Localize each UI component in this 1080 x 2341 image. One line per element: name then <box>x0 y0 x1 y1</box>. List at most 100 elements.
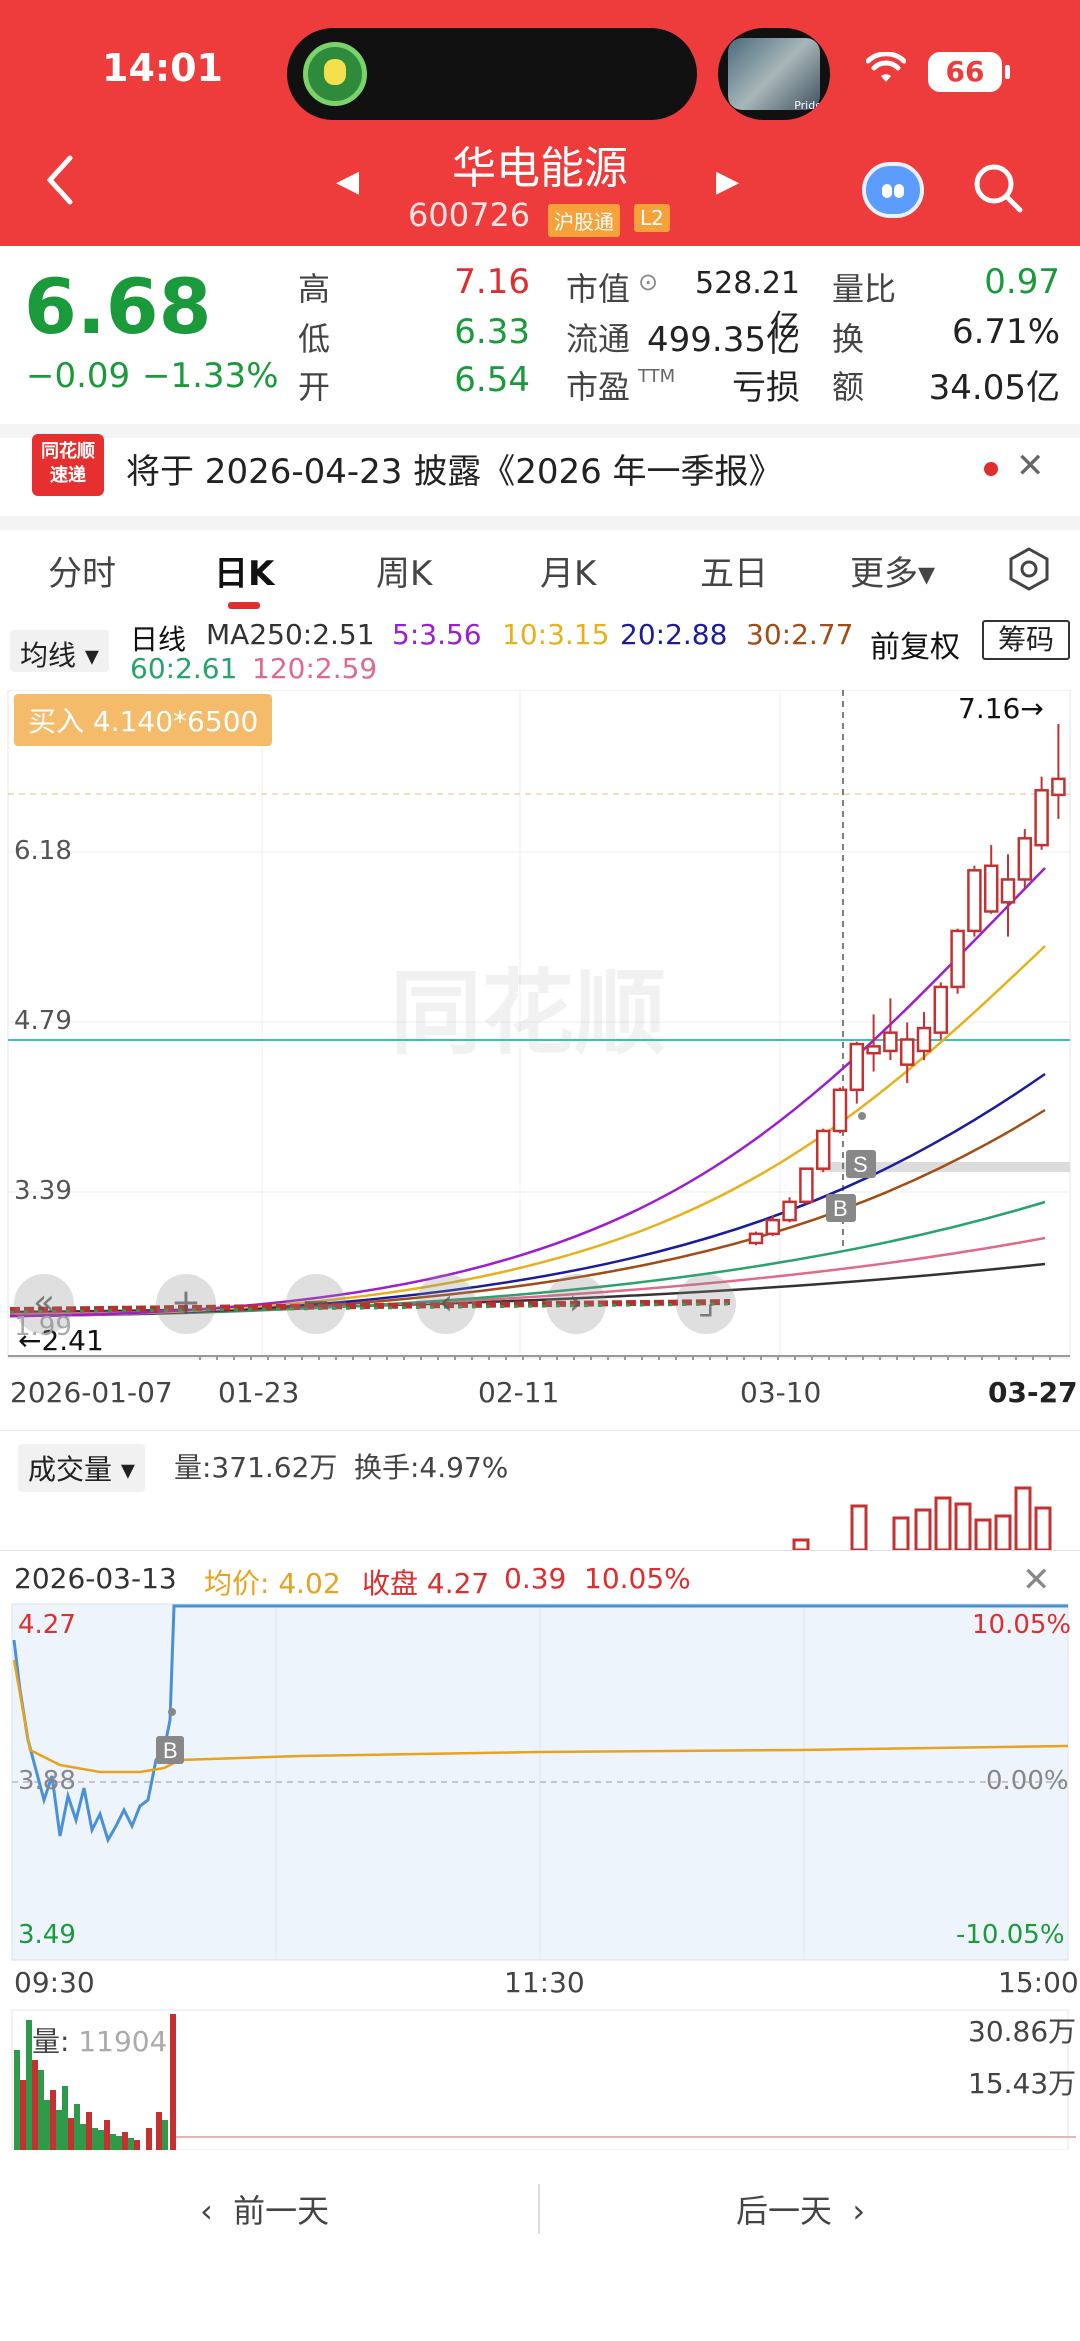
intraday-volume-value: 11904 <box>78 2025 168 2058</box>
current-price: 6.68 <box>24 262 212 351</box>
back-button[interactable] <box>40 150 100 220</box>
volume-turnover: 换手:4.97% <box>354 1451 509 1484</box>
candle-body <box>782 1200 797 1222</box>
section-divider <box>0 516 1080 530</box>
ma-selector-dropdown[interactable]: 均线 ▾ <box>10 630 109 672</box>
tab-monthly-k[interactable]: 月K <box>540 554 597 594</box>
zoom-out-far-icon[interactable]: « <box>14 1274 74 1334</box>
high-label: 高 <box>298 270 331 308</box>
info-circle-icon[interactable]: ⊙ <box>638 268 659 296</box>
ma30-label: 30:2.77 <box>746 618 854 651</box>
kline-chart[interactable]: 同花顺 B S <box>0 690 1080 1360</box>
volume-panel <box>0 1430 1080 1548</box>
period-high-marker: 7.16→ <box>958 692 1044 725</box>
tab-intraday[interactable]: 分时 <box>48 554 116 594</box>
intraday-close: 收盘 4.27 <box>362 1567 490 1600</box>
active-tab-indicator <box>228 602 260 609</box>
candle-body <box>916 1026 932 1053</box>
next-day-label: 后一天 <box>736 2192 833 2230</box>
chart-settings-icon[interactable] <box>1006 546 1052 592</box>
intraday-chart[interactable]: B <box>0 1600 1080 2150</box>
now-playing-thumbnail: Pride <box>718 28 830 120</box>
grid-lines <box>8 690 1070 1358</box>
cost-line-band <box>820 1162 1070 1172</box>
x-date-3: 02-11 <box>478 1376 560 1409</box>
volume-indicator-dropdown[interactable]: 成交量 ▾ <box>18 1444 145 1492</box>
stock-code: 600726 <box>408 196 531 234</box>
notice-logo-bottom: 速递 <box>50 465 86 486</box>
adjust-mode-label[interactable]: 前复权 <box>870 630 960 665</box>
tab-weekly-k[interactable]: 周K <box>376 554 433 594</box>
ma10-label: 10:3.15 <box>502 618 610 651</box>
intraday-mid-price: 3.88 <box>18 1766 76 1796</box>
notice-logo: 同花顺 速递 <box>32 434 104 496</box>
zoom-in-icon[interactable]: + <box>156 1274 216 1334</box>
amount-value: 34.05亿 <box>928 368 1060 408</box>
search-icon[interactable] <box>972 162 1024 214</box>
candle-body <box>866 1045 881 1055</box>
vol-ratio-label: 量比 <box>832 270 897 308</box>
time-open: 09:30 <box>14 1966 95 1999</box>
bottom-nav <box>0 2150 1080 2341</box>
reset-view-icon[interactable]: ⌟ <box>676 1274 736 1334</box>
ma5-label: 5:3.56 <box>392 618 482 651</box>
tab-five-day[interactable]: 五日 <box>700 554 768 594</box>
battery-icon: 66 <box>928 52 1010 92</box>
intraday-top-price: 4.27 <box>18 1610 76 1640</box>
intraday-date: 2026-03-13 <box>14 1562 177 1595</box>
x-axis-minor-ticks <box>199 1356 1051 1360</box>
turnover-value: 6.71% <box>951 312 1060 352</box>
period-low-marker: ←2.41 <box>18 1324 104 1357</box>
candle-body <box>1034 789 1049 847</box>
notice-text[interactable]: 将于 2026-04-23 披露《2026 年一季报》 <box>126 452 783 492</box>
intraday-avg: 均价: 4.02 <box>204 1567 341 1600</box>
period-label: 日线 <box>130 623 187 656</box>
sell-marker: S <box>853 1152 868 1177</box>
notice-bar[interactable] <box>0 424 1080 514</box>
buy-marker: B <box>833 1196 848 1221</box>
next-stock-arrow-icon[interactable]: ▶ <box>716 164 740 199</box>
candle-body <box>983 864 999 913</box>
turnover-label: 换 <box>832 320 865 358</box>
level-tag: L2 <box>634 204 670 232</box>
assistant-robot-icon[interactable] <box>862 162 924 218</box>
y-tick-2: 4.79 <box>14 1006 72 1036</box>
ma20-label: 20:2.88 <box>620 618 728 651</box>
header-bar: 14:01 Pride 66 ◀ 华电能源 ▶ 600726 沪股通 L2 <box>0 0 1080 246</box>
zoom-out-icon[interactable]: − <box>286 1274 346 1334</box>
candle-body <box>967 869 982 933</box>
x-date-1: 2026-01-07 <box>10 1376 173 1409</box>
vol-ratio-value: 0.97 <box>984 262 1060 302</box>
scroll-right-icon[interactable]: › <box>546 1274 606 1334</box>
candlesticks <box>748 724 1066 1246</box>
price-change: −0.09 <box>26 356 131 396</box>
close-notice-icon[interactable]: ✕ <box>1016 446 1045 486</box>
candle-body <box>799 1167 814 1204</box>
scroll-left-icon[interactable]: ‹ <box>416 1274 476 1334</box>
open-value: 6.54 <box>454 360 530 400</box>
market-tag: 沪股通 <box>548 204 620 237</box>
ma-line <box>9 867 1046 1318</box>
prev-stock-arrow-icon[interactable]: ◀ <box>336 164 360 199</box>
unread-dot-icon <box>984 462 998 476</box>
volume-bars <box>792 1486 1052 1550</box>
candle-body <box>933 985 949 1034</box>
next-day-button[interactable]: 后一天 › <box>736 2192 866 2230</box>
candle-body <box>1017 837 1033 881</box>
candle-body <box>832 1088 848 1133</box>
time-mid: 11:30 <box>504 1966 585 1999</box>
prev-day-button[interactable]: ‹ 前一天 <box>200 2192 330 2230</box>
intraday-pct: 10.05% <box>584 1562 691 1595</box>
intraday-vol-mid: 15.43万 <box>968 2067 1077 2100</box>
low-value: 6.33 <box>454 312 530 352</box>
tab-more[interactable]: 更多▾ <box>850 554 936 594</box>
candle-body <box>950 929 965 989</box>
candle-body <box>1000 878 1016 904</box>
candle-body <box>899 1038 915 1066</box>
tab-daily-k[interactable]: 日K <box>214 554 275 594</box>
candle-body <box>815 1129 831 1170</box>
intraday-volume-label: 量: 11904 <box>32 2020 167 2060</box>
chip-distribution-button[interactable]: 筹码 <box>982 620 1070 660</box>
mcap-value: 528.21亿 <box>695 266 800 344</box>
close-popup-icon[interactable]: ✕ <box>1022 1560 1051 1600</box>
